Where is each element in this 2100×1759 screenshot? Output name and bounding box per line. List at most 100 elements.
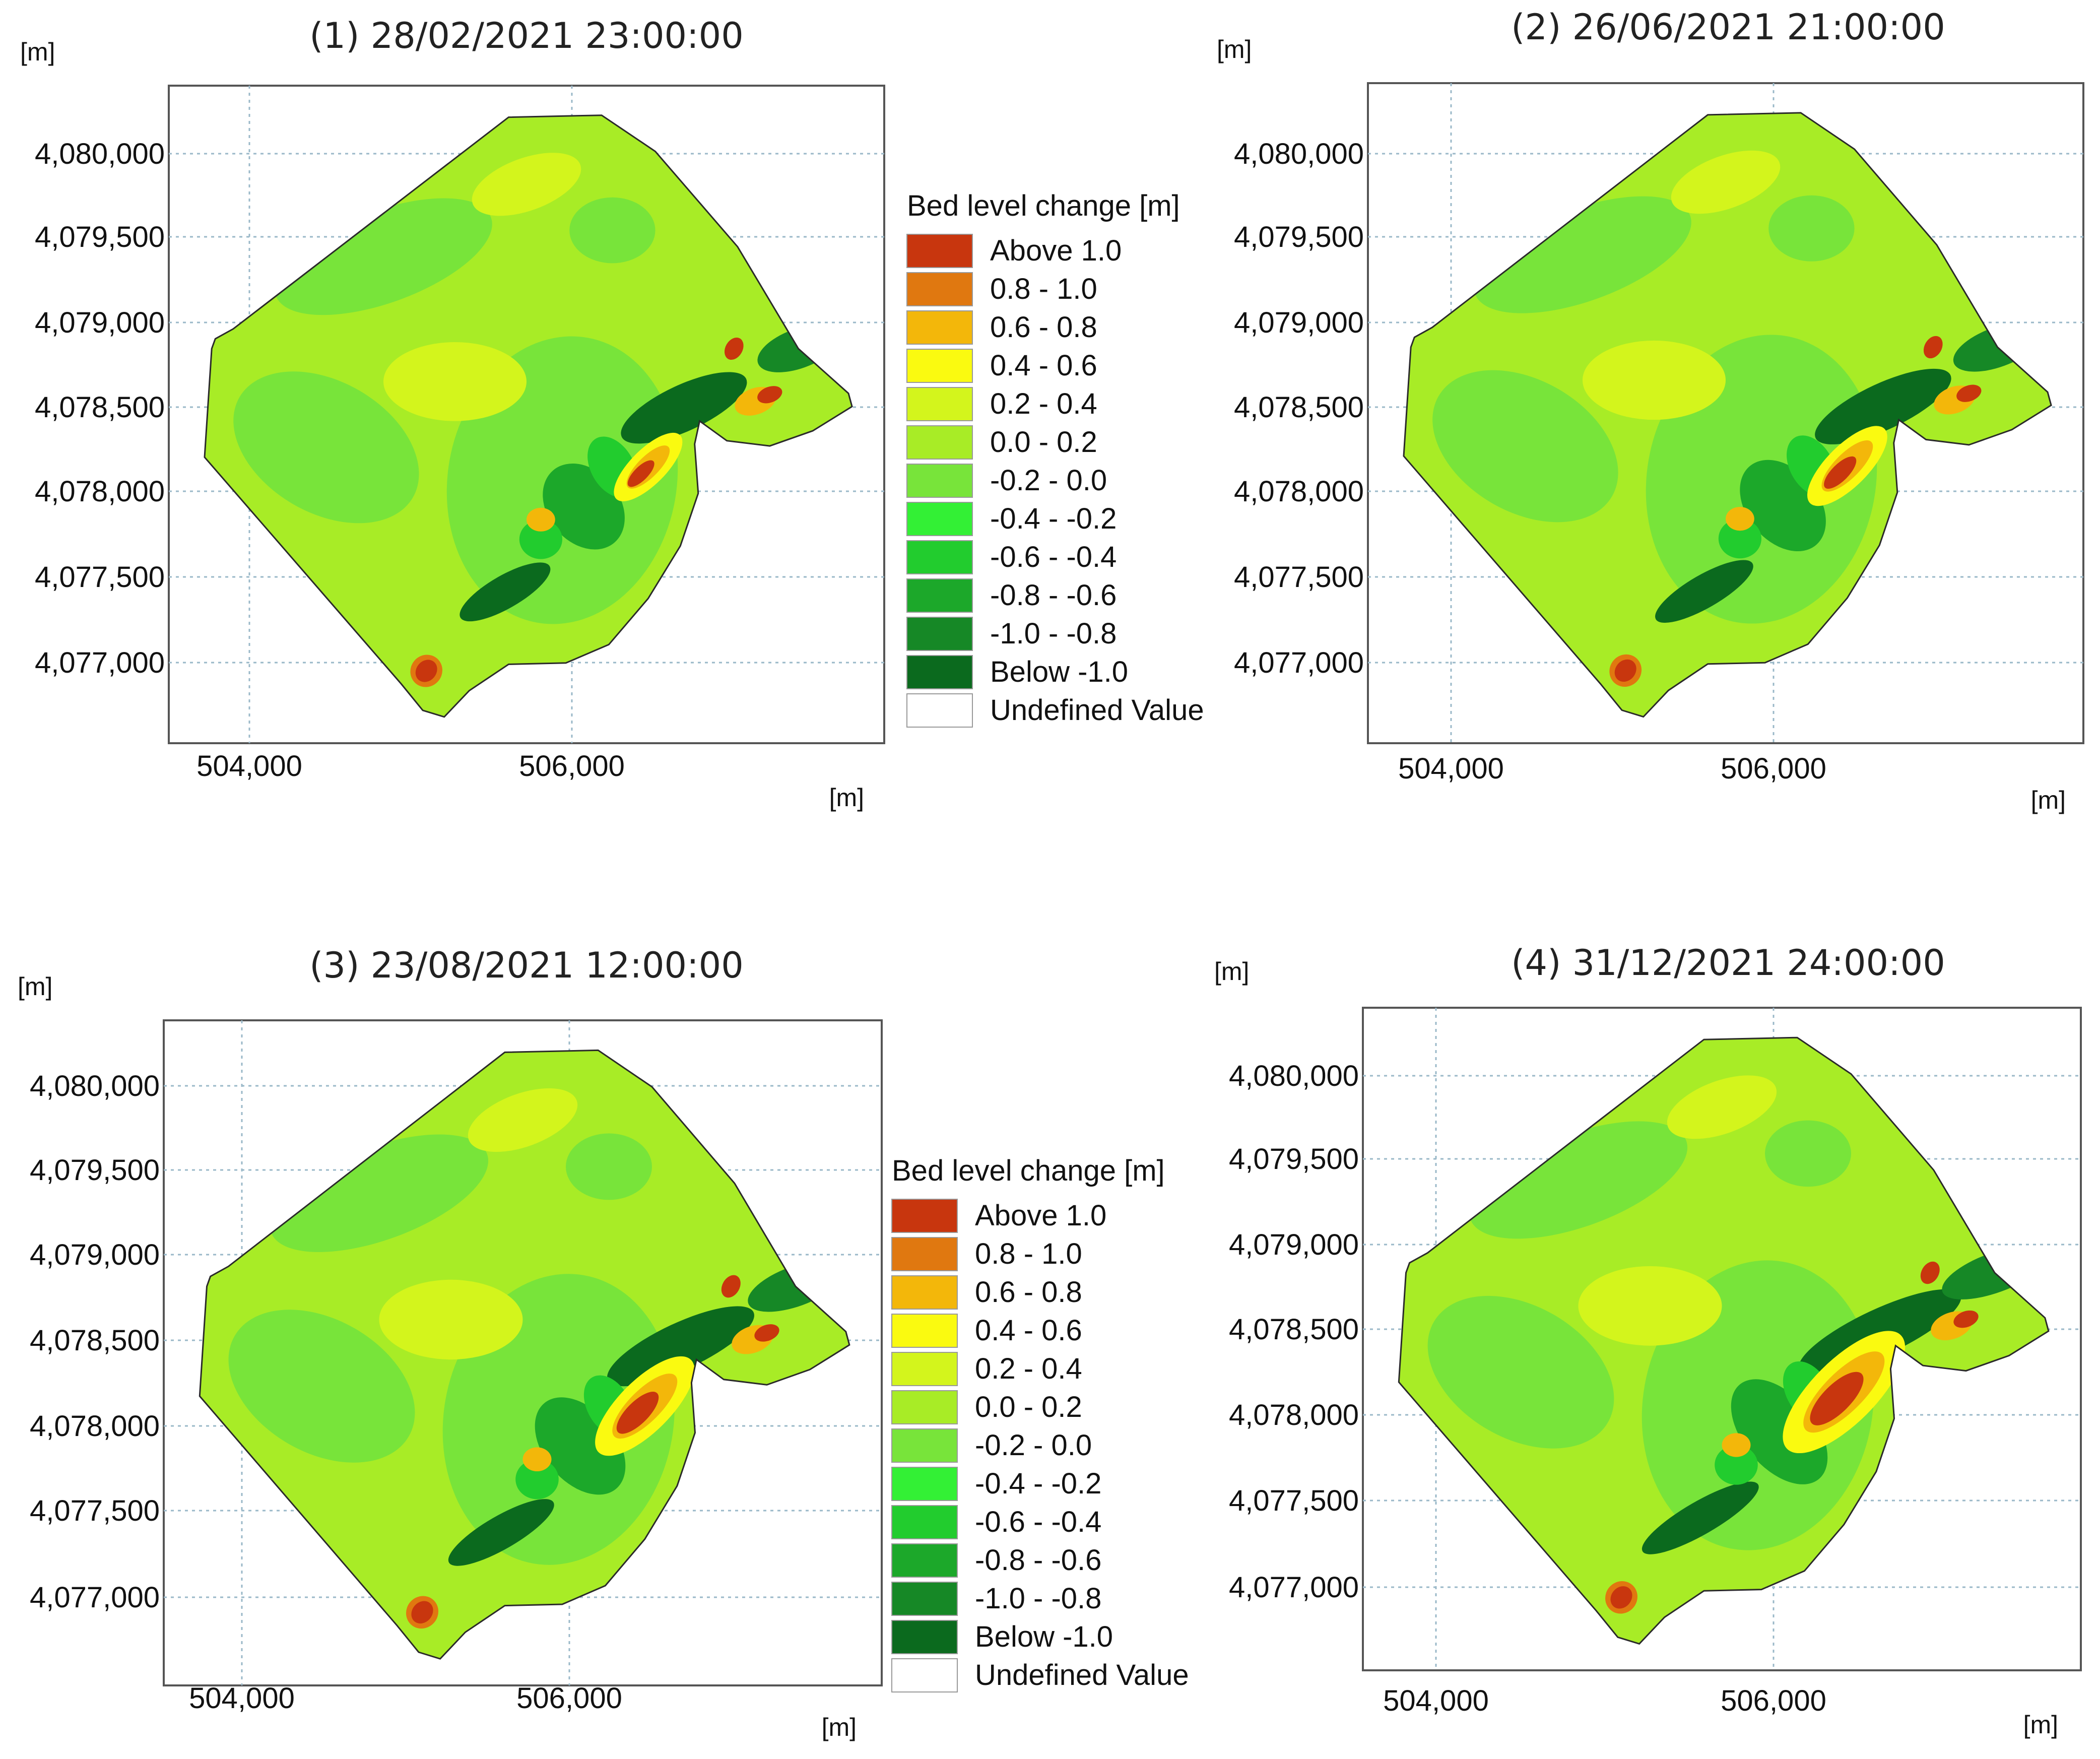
erosion-zone: [515, 1459, 559, 1500]
legend-label: Undefined Value: [975, 1659, 1189, 1691]
erosion-zone: [1715, 1445, 1758, 1485]
y-tick-label: 4,077,000: [1229, 1571, 1359, 1604]
bed-level-field: [1404, 112, 2052, 717]
y-tick-label: 4,078,000: [1229, 1399, 1359, 1431]
legend-swatch: [906, 349, 973, 383]
legend-label: -0.4 - -0.2: [975, 1467, 1101, 1500]
y-tick-label: 4,077,000: [35, 646, 165, 679]
legend-swatch: [891, 1428, 958, 1463]
x-axis-unit: [m]: [2031, 786, 2066, 814]
legend-label: 0.6 - 0.8: [990, 311, 1097, 344]
x-tick-label: 504,000: [196, 750, 302, 783]
legend-swatch: [891, 1582, 958, 1616]
erosion-zone: [621, 372, 747, 444]
erosion-zone: [448, 1499, 554, 1566]
deposition-zone: [1614, 659, 1636, 682]
bed-level-legend: Bed level change [m] Above 1.0 0.8 - 1.0 0.…: [906, 189, 1204, 728]
zone-minus-0-2: [270, 1134, 489, 1252]
deposition-zone: [1722, 1433, 1751, 1457]
bed-level-field: [200, 1050, 849, 1659]
deposition-zone: [1726, 507, 1754, 531]
legend-label: Undefined Value: [990, 694, 1204, 727]
x-axis-unit: [m]: [2023, 1711, 2058, 1739]
legend-label: -1.0 - -0.8: [990, 617, 1117, 650]
legend-swatch: [906, 272, 973, 306]
x-axis-unit: [m]: [829, 784, 864, 812]
zone-minus-0-2: [566, 1133, 652, 1200]
y-tick-label: 4,078,500: [30, 1324, 160, 1357]
zone-plus-0-2: [379, 1279, 523, 1360]
y-tick-label: 4,079,500: [1234, 221, 1364, 253]
zone-minus-0-2: [1768, 195, 1855, 262]
legend-swatch: [906, 464, 973, 498]
erosion-zone: [607, 1306, 754, 1387]
y-tick-label: 4,078,500: [1229, 1313, 1359, 1346]
y-tick-label: 4,077,000: [1234, 646, 1364, 679]
legend-label: 0.0 - 0.2: [990, 426, 1097, 459]
legend-label: -0.2 - 0.0: [975, 1429, 1092, 1462]
legend-label: Below -1.0: [990, 656, 1128, 688]
legend-swatch: [891, 1543, 958, 1578]
legend-swatch: [906, 578, 973, 613]
x-axis-unit: [m]: [822, 1713, 857, 1741]
legend-title: Bed level change [m]: [892, 1154, 1165, 1187]
zone-plus-0-2: [472, 153, 581, 216]
erosion-zone: [460, 562, 551, 622]
zone-plus-0-2: [383, 342, 527, 421]
y-tick-label: 4,077,500: [30, 1494, 160, 1527]
zone-minus-0-2: [569, 197, 655, 264]
map-panel-2: (2) 26/06/2021 21:00:00 [m] [m] 4,080,000 4,…: [1217, 7, 2084, 814]
legend-swatch: [906, 655, 973, 689]
legend-label: 0.8 - 1.0: [975, 1237, 1082, 1270]
deposition-zone: [522, 1447, 552, 1471]
y-tick-label: 4,080,000: [30, 1070, 160, 1102]
deposition-zone: [527, 507, 555, 532]
x-tick-label: 504,000: [1383, 1684, 1489, 1717]
legend-label: -0.8 - -0.6: [990, 579, 1117, 612]
y-axis-unit: [m]: [1214, 957, 1249, 986]
deposition-zone: [1953, 1310, 1979, 1328]
legend-label: -0.4 - -0.2: [990, 502, 1117, 535]
panel-title: (1) 28/02/2021 23:00:00: [309, 15, 744, 56]
legend-swatch: [891, 1237, 958, 1271]
map-panel-4: (4) 31/12/2021 24:00:00 [m] [m] 4,080,000 4,…: [1214, 942, 2082, 1739]
deposition-zone: [721, 1275, 741, 1298]
y-tick-label: 4,079,500: [30, 1154, 160, 1187]
deposition-zone: [1610, 1586, 1632, 1609]
legend-title: Bed level change [m]: [907, 189, 1180, 222]
y-tick-label: 4,078,000: [30, 1410, 160, 1443]
zone-plus-0-2: [468, 1088, 578, 1152]
y-tick-label: 4,078,500: [1234, 391, 1364, 424]
y-tick-label: 4,079,000: [1234, 306, 1364, 339]
zone-minus-0-2: [228, 1310, 415, 1463]
legend-label: -0.6 - -0.4: [975, 1506, 1101, 1538]
zone-plus-0-2: [1583, 340, 1726, 420]
y-tick-label: 4,078,500: [35, 391, 165, 424]
y-tick-label: 4,077,000: [30, 1581, 160, 1614]
y-tick-label: 4,077,500: [1229, 1484, 1359, 1517]
domain-outline: [204, 114, 853, 718]
zone-minus-0-2: [1474, 196, 1691, 313]
y-tick-label: 4,079,000: [35, 306, 165, 339]
y-tick-label: 4,079,000: [30, 1239, 160, 1271]
y-tick-label: 4,077,500: [1234, 561, 1364, 594]
deposition-zone: [1824, 456, 1857, 489]
legend-label: 0.4 - 0.6: [990, 349, 1097, 382]
panel-title: (3) 23/08/2021 12:00:00: [309, 945, 744, 986]
domain-outline: [1398, 1036, 2050, 1645]
legend-swatch: [891, 1352, 958, 1386]
y-tick-label: 4,080,000: [35, 138, 165, 170]
y-tick-label: 4,078,000: [1234, 475, 1364, 508]
legend-swatch: [906, 425, 973, 460]
x-tick-label: 504,000: [189, 1682, 295, 1715]
y-tick-label: 4,079,000: [1229, 1228, 1359, 1261]
domain-outline: [199, 1049, 850, 1660]
erosion-zone: [519, 519, 562, 559]
y-tick-label: 4,079,500: [1229, 1143, 1359, 1176]
bed-level-field: [1399, 1037, 2049, 1644]
map-panel-1: (1) 28/02/2021 23:00:00 [m] [m] 4,080,000 4,…: [20, 15, 1204, 812]
zone-minus-0-2: [275, 198, 492, 315]
bed-level-legend: Bed level change [m] Above 1.0 0.8 - 1.0 0.…: [891, 1154, 1189, 1692]
legend-swatch: [891, 1390, 958, 1424]
